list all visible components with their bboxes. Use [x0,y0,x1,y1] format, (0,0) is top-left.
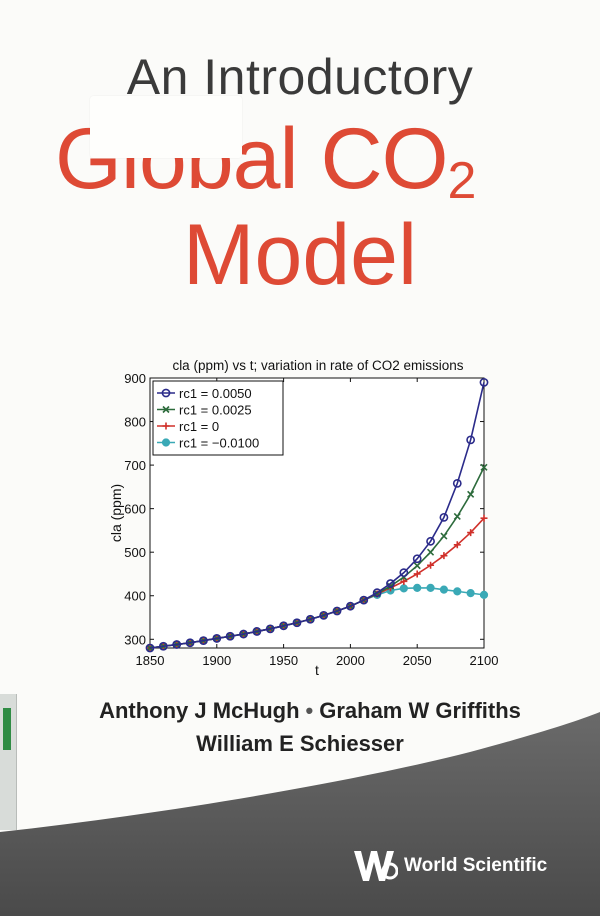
data-point [426,548,435,556]
y-tick-label: 900 [124,371,146,386]
data-point [439,585,449,594]
title-subscript: 2 [447,152,477,210]
legend-marker [161,388,171,398]
data-point [413,562,421,570]
y-tick-label: 400 [124,589,146,604]
data-point [386,579,395,588]
series-circle-open [145,377,489,653]
data-point [452,478,462,488]
data-point [480,463,488,471]
x-tick-label: 2000 [336,653,365,668]
data-point [440,552,448,560]
data-point [359,595,369,605]
legend-label: rc1 = 0 [179,419,219,434]
data-point [185,638,195,648]
author-2: Graham W Griffiths [319,698,521,723]
y-axis-label: cla (ppm) [108,484,124,542]
legend-marker [162,422,170,430]
data-point [305,614,315,624]
legend-label: rc1 = 0.0025 [179,403,252,418]
data-point [412,554,422,564]
y-tick-label: 300 [124,632,146,647]
data-point [440,532,448,540]
data-point [252,627,262,636]
title-line-3: Model [182,207,418,303]
chart-title: cla (ppm) vs t; variation in rate of CO2… [172,358,463,373]
library-tag [0,694,17,830]
data-point [426,583,435,593]
data-point [453,512,461,521]
data-point [479,590,489,599]
data-point [199,636,208,645]
y-tick-label: 700 [124,458,146,473]
data-point [400,577,408,585]
y-tick-label: 800 [124,415,146,430]
data-point [332,606,342,616]
data-point [239,629,248,639]
data-point [480,514,488,522]
data-point [466,435,476,445]
data-point [225,631,235,641]
data-point [453,587,462,596]
x-axis-label: t [315,662,319,678]
data-point [413,570,421,578]
publisher-logo: World Scientific [352,846,547,886]
data-point [399,568,409,578]
data-point [426,536,435,546]
data-point [453,541,461,549]
authors-line-1: Anthony J McHugh • Graham W Griffiths [0,698,600,724]
author-separator: • [305,698,314,723]
data-point [467,490,475,498]
ws-logo-icon [354,851,398,881]
data-point [172,640,182,649]
x-tick-label: 2050 [403,653,432,668]
x-tick-label: 1850 [136,653,165,668]
y-tick-label: 600 [124,502,146,517]
data-point [439,512,449,522]
author-1: Anthony J McHugh [99,698,300,723]
data-point [345,601,355,611]
x-tick-label: 1950 [269,653,298,668]
legend-label: rc1 = 0.0050 [179,386,252,401]
data-point [212,634,222,643]
data-point [466,589,475,598]
data-point [158,641,168,651]
legend-marker [162,405,170,414]
authors-line-2: William E Schiesser [196,731,404,756]
x-tick-label: 2100 [470,653,499,668]
title-line-1: An Introductory [126,49,474,105]
data-point [467,529,475,537]
axis-ticks: 1850 1900 1950 2000 2050 2100 300 400 500 600 700 8… [124,371,498,668]
legend-label: rc1 = −0.0100 [179,436,259,451]
y-tick-label: 500 [124,545,146,560]
data-point [319,610,329,620]
data-point [427,561,435,569]
data-point [292,618,302,628]
publisher-name: World Scientific [404,855,548,876]
series-layer [145,377,489,653]
label-sticker [90,96,242,158]
legend-marker [161,438,171,447]
data-point [479,377,489,387]
library-tag-stripe [3,708,11,750]
data-point [413,583,422,593]
data-point [279,621,288,631]
data-point [145,643,155,653]
data-point [265,624,275,634]
data-point [372,588,382,598]
x-tick-label: 1900 [202,653,231,668]
